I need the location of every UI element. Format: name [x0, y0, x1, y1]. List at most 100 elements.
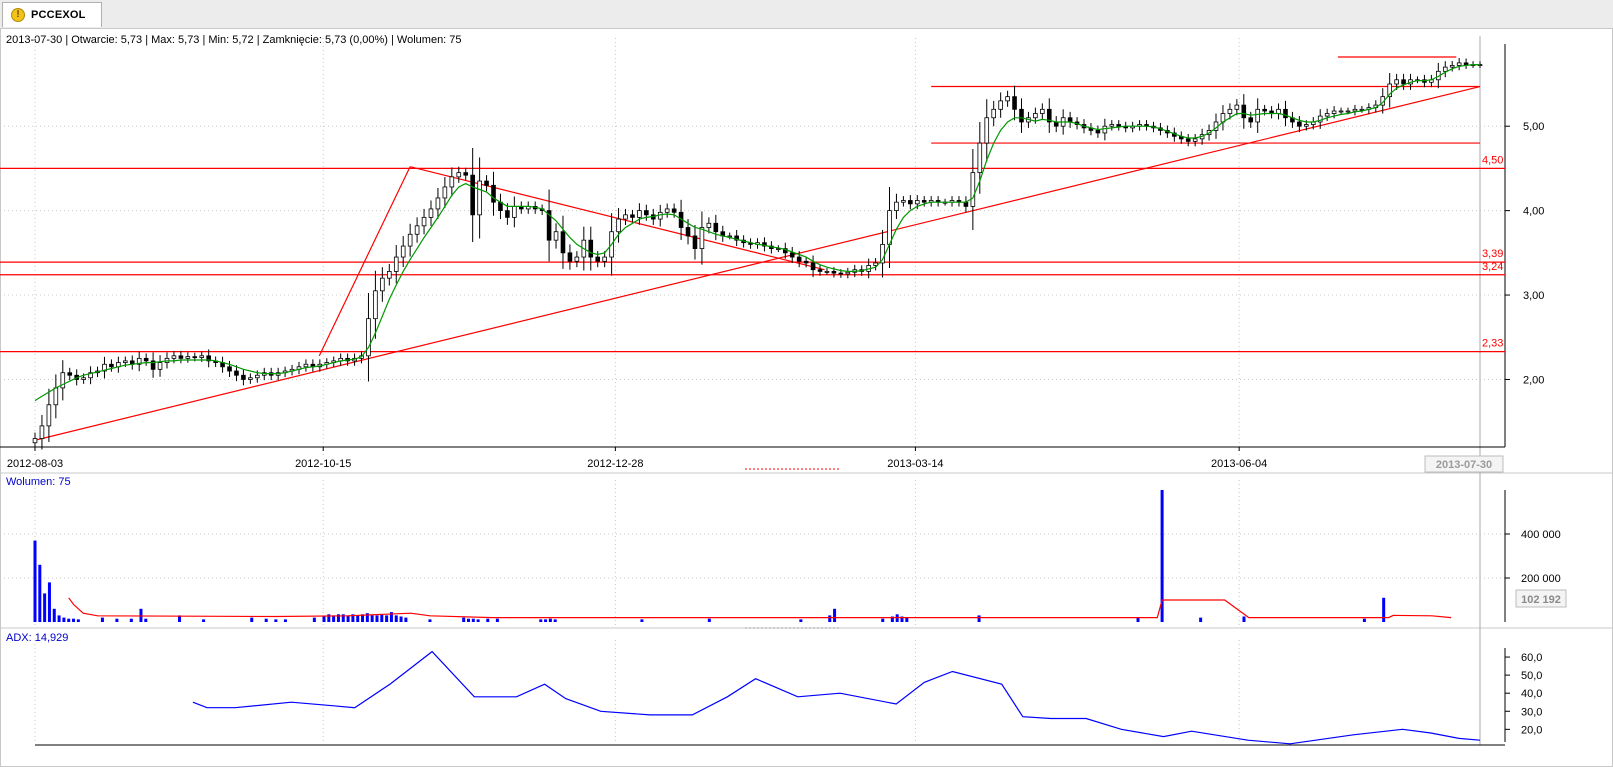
candle-up: [727, 235, 733, 238]
candle-up: [303, 363, 309, 368]
candle-up: [366, 318, 371, 357]
x-tick-label: 2012-12-28: [587, 458, 643, 470]
candle-up: [171, 355, 177, 359]
candle-up: [574, 256, 580, 262]
candle-down: [505, 210, 510, 218]
trend-line: [318, 166, 411, 357]
volume-bar: [977, 615, 981, 622]
candle-down: [470, 174, 475, 216]
volume-bar: [283, 619, 287, 622]
candle-up: [1338, 110, 1344, 113]
candle-down: [963, 201, 969, 207]
candle-down: [1283, 108, 1288, 119]
volume-bar: [38, 564, 42, 622]
candle-up: [102, 363, 107, 372]
candle-up: [456, 172, 462, 178]
volume-bar: [476, 619, 480, 622]
volume-bar: [312, 617, 316, 622]
volume-bar: [399, 616, 403, 622]
volume-bar: [250, 617, 254, 622]
volume-bar: [1136, 617, 1140, 622]
candle-up: [824, 271, 830, 273]
candle-up: [428, 208, 434, 218]
volume-bar: [428, 619, 432, 622]
candle-up: [914, 200, 920, 205]
candle-up: [255, 374, 260, 379]
candle-up: [1449, 65, 1455, 68]
candle-down: [227, 366, 232, 372]
level-label: 4,50: [1482, 154, 1503, 166]
volume-bar: [495, 618, 499, 622]
volume-bar: [67, 618, 71, 622]
tab-pccexol[interactable]: ! PCCEXOL: [2, 2, 102, 27]
candle-down: [1116, 124, 1122, 127]
candle-down: [810, 262, 816, 271]
candle-up: [901, 200, 906, 203]
candle-up: [442, 186, 448, 199]
volume-bar: [33, 540, 37, 622]
candle-down: [484, 180, 489, 186]
trend-line: [34, 85, 1481, 441]
candle-up: [706, 222, 712, 228]
volume-bar: [394, 615, 398, 622]
candle-up: [1102, 125, 1108, 134]
candle-up: [421, 216, 427, 227]
candle-down: [1262, 108, 1267, 112]
candle-down: [560, 231, 566, 254]
volume-bar: [486, 618, 490, 622]
volume-bar: [341, 614, 345, 622]
candle-up: [1005, 96, 1010, 102]
candle-up: [1442, 66, 1448, 72]
candle-down: [1067, 117, 1073, 123]
candle-down: [685, 227, 691, 237]
volume-bar: [178, 615, 181, 622]
candle-up: [984, 117, 990, 144]
candle-up: [53, 387, 59, 406]
volume-bar: [890, 616, 894, 622]
candle-up: [157, 362, 163, 370]
candle-up: [1109, 124, 1115, 127]
candle-down: [831, 271, 837, 274]
candle-up: [449, 176, 455, 188]
current-date-box: [1424, 455, 1504, 473]
candle-down: [241, 374, 246, 380]
volume-bar: [129, 618, 133, 622]
candle-up: [1387, 83, 1392, 98]
candle-up: [602, 256, 607, 262]
volume-bar: [370, 615, 374, 622]
volume-bar: [346, 615, 350, 622]
candle-down: [817, 269, 823, 272]
volume-bar: [332, 615, 336, 622]
moving-average-line: [34, 63, 1480, 402]
candle-up: [1234, 104, 1240, 110]
volume-bar: [365, 613, 369, 622]
candle-up: [46, 404, 52, 427]
candle-up: [894, 201, 899, 212]
volume-bar: [327, 614, 331, 622]
candle-up: [32, 438, 38, 444]
volume-bar: [361, 614, 365, 622]
candle-down: [67, 372, 73, 376]
candle-down: [734, 235, 739, 241]
candle-up: [400, 245, 406, 258]
volume-bar: [881, 618, 885, 622]
adx-tick-label: 60,0: [1521, 652, 1542, 664]
candle-up: [414, 225, 420, 235]
x-tick-label: 2013-06-04: [1211, 458, 1267, 470]
volume-last-label: 102 192: [1521, 594, 1561, 606]
volume-bar: [1160, 490, 1164, 622]
candle-up: [387, 271, 392, 279]
volume-bar: [467, 618, 470, 622]
volume-bar: [322, 616, 326, 622]
volume-bar: [43, 593, 47, 622]
volume-bar: [351, 614, 355, 622]
candle-up: [1345, 110, 1351, 113]
candle-down: [588, 239, 594, 258]
candle-up: [39, 425, 45, 439]
volume-bar: [62, 617, 66, 622]
volume-bar: [544, 619, 548, 622]
candle-up: [623, 214, 628, 220]
volume-tick-label: 400 000: [1521, 529, 1561, 541]
candle-up: [185, 356, 191, 359]
